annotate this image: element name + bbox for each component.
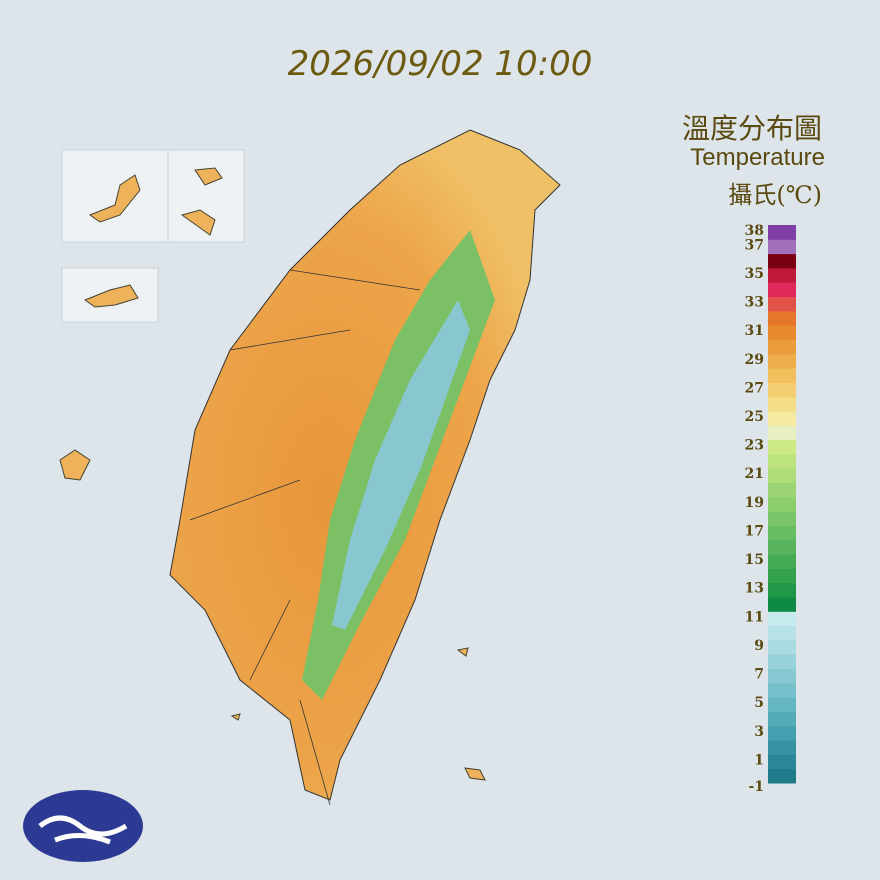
tick-label: 31 xyxy=(745,323,764,339)
color-step xyxy=(768,225,796,240)
color-step xyxy=(768,411,796,426)
color-step xyxy=(768,597,796,612)
tick-label: 38 xyxy=(745,223,764,239)
tick-label: 13 xyxy=(745,581,764,597)
tick-label: 29 xyxy=(745,352,764,368)
color-step xyxy=(768,382,796,398)
cwa-logo xyxy=(23,790,143,862)
color-step xyxy=(768,654,796,670)
color-step xyxy=(768,768,796,784)
tick-label: 33 xyxy=(745,295,764,311)
color-step xyxy=(768,482,796,498)
tick-label: 27 xyxy=(745,380,764,396)
color-step xyxy=(768,568,796,584)
color-step xyxy=(768,253,796,269)
color-step xyxy=(768,740,796,755)
color-step xyxy=(768,711,796,727)
color-step xyxy=(768,453,796,469)
tick-label: 35 xyxy=(745,266,764,282)
color-step xyxy=(768,468,796,484)
tick-label: 21 xyxy=(745,466,764,482)
tick-label: 7 xyxy=(754,667,764,683)
color-step xyxy=(768,239,796,255)
color-step xyxy=(768,697,796,712)
color-step xyxy=(768,511,796,526)
color-step xyxy=(768,439,796,455)
color-step xyxy=(768,296,796,312)
color-step xyxy=(768,554,796,569)
color-step xyxy=(768,725,796,741)
color-step xyxy=(768,639,796,655)
color-step xyxy=(768,611,796,627)
color-step xyxy=(768,525,796,541)
legend-unit: 攝氏(℃) xyxy=(728,181,822,209)
taiwan-island xyxy=(169,129,561,806)
color-step xyxy=(768,682,796,698)
color-step xyxy=(768,282,796,298)
tick-label: 37 xyxy=(745,237,764,253)
color-step xyxy=(768,582,796,598)
color-step xyxy=(768,625,796,641)
color-step xyxy=(768,668,796,684)
color-step xyxy=(768,310,796,326)
tick-label: 19 xyxy=(745,495,764,511)
tick-label: 1 xyxy=(754,752,764,768)
tick-label: 17 xyxy=(745,523,764,539)
color-step xyxy=(768,267,796,283)
color-step xyxy=(768,496,796,512)
tick-label: 23 xyxy=(745,438,764,454)
timestamp: 2026/09/02 10:00 xyxy=(288,44,593,84)
color-step xyxy=(768,754,796,770)
tick-label: 9 xyxy=(754,638,764,654)
tick-label: 15 xyxy=(745,552,764,568)
inset-islands xyxy=(59,149,486,781)
tick-label: 25 xyxy=(745,409,764,425)
legend-subtitle: Temperature xyxy=(690,144,825,171)
color-step xyxy=(768,353,796,369)
color-step xyxy=(768,396,796,412)
tick-label: -1 xyxy=(748,779,764,795)
legend-title: 溫度分布圖 xyxy=(682,112,822,145)
color-step xyxy=(768,425,796,441)
color-step xyxy=(768,539,796,555)
color-step xyxy=(768,368,796,383)
tick-label: 3 xyxy=(754,724,764,740)
tick-label: 11 xyxy=(745,609,764,625)
color-step xyxy=(768,339,796,355)
color-step xyxy=(768,325,796,340)
tick-label: 5 xyxy=(754,695,764,711)
